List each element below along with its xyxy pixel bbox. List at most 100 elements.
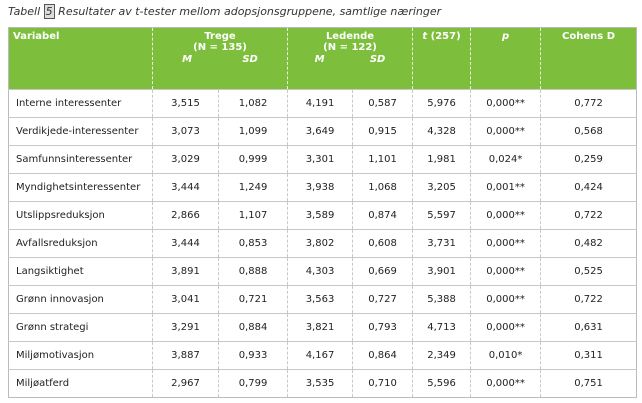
results-table: Variabel Trege (N = 135) M SD Ledende (N = 122… [8,27,638,398]
cell: 0,568 [540,117,637,146]
cell: 0,024* [470,145,541,174]
cell: 3,731 [412,229,471,258]
cell: 3,073 [152,117,219,146]
header-group: Ledende (N = 122) M SD [287,27,413,90]
variable-cell: Grønn innovasjon [8,285,153,314]
table-row: Avfallsreduksjon 3,444 0,853 3,802 0,608 3,73… [8,229,637,258]
variable-cell: Verdikjede-interessenter [8,117,153,146]
cell: 0,669 [352,257,413,286]
cell: 2,866 [152,201,219,230]
group-sub: M SD [292,54,408,65]
cell: 2,967 [152,369,219,398]
cell: 0,010* [470,341,541,370]
cell: 3,041 [152,285,219,314]
cell: 0,000** [470,369,541,398]
cell: 0,772 [540,89,637,118]
table-row: Verdikjede-interessenter 3,073 1,099 3,649 0… [8,117,637,146]
t-df: (257) [430,31,461,42]
caption: Tabell 5 Resultater av t-tester mellom a… [8,4,442,19]
sub-label: SD [242,54,258,65]
table-header: Variabel Trege (N = 135) M SD Ledende (N = 122… [8,27,637,90]
cell: 4,328 [412,117,471,146]
cell: 0,000** [470,201,541,230]
variable-cell: Miljøatferd [8,369,153,398]
cell: 0,727 [352,285,413,314]
cell: 0,000** [470,285,541,314]
cell: 0,525 [540,257,637,286]
cell: 0,933 [217,341,288,370]
sub-label: M [314,54,325,65]
cell: 0,722 [540,201,637,230]
variable-cell: Miljømotivasjon [8,341,153,370]
variable-cell: Utslippsreduksjon [8,201,153,230]
variable-cell: Interne interessenter [8,89,153,118]
group-n: (N = 122) [323,42,377,53]
table-row: Grønn innovasjon 3,041 0,721 3,563 0,727 5,38… [8,285,637,314]
cell: 5,597 [412,201,471,230]
cell: 0,482 [540,229,637,258]
cell: 0,311 [540,341,637,370]
cell: 3,515 [152,89,219,118]
variable-cell: Avfallsreduksjon [8,229,153,258]
cell: 1,107 [217,201,288,230]
cell: 1,981 [412,145,471,174]
cell: 0,710 [352,369,413,398]
cell: 4,191 [287,89,353,118]
header-cohens-d: Cohens D [540,27,637,90]
cell: 1,101 [352,145,413,174]
cell: 3,029 [152,145,219,174]
cell: 0,587 [352,89,413,118]
group-name: Trege [204,31,236,42]
cell: 4,713 [412,313,471,342]
cell: 3,444 [152,173,219,202]
cell: 1,099 [217,117,288,146]
table-row: Miljømotivasjon 3,887 0,933 4,167 0,864 2,349… [8,341,637,370]
cell: 5,976 [412,89,471,118]
cell: 0,001** [470,173,541,202]
table-body: Interne interessenter 3,515 1,082 4,191 0,58… [8,89,637,398]
cell: 3,649 [287,117,353,146]
header-group: Trege (N = 135) M SD [151,27,288,90]
cell: 3,205 [412,173,471,202]
group-n: (N = 135) [193,42,247,53]
cell: 3,821 [287,313,353,342]
caption-text: Resultater av t-tester mellom adopsjonsg… [58,5,442,18]
cell: 0,000** [470,257,541,286]
cell: 0,000** [470,89,541,118]
table-row: Grønn strategi 3,291 0,884 3,821 0,793 4,713 0… [8,313,637,342]
cell: 5,596 [412,369,471,398]
cell: 0,915 [352,117,413,146]
cell: 3,589 [287,201,353,230]
table-row: Interne interessenter 3,515 1,082 4,191 0,58… [8,89,637,118]
sub-label: M [182,54,193,65]
group-name: Ledende [325,31,375,42]
variable-cell: Myndighetsinteressenter [8,173,153,202]
cell: 0,853 [217,229,288,258]
caption-number: 5 [43,4,55,19]
cell: 0,721 [217,285,288,314]
cell: 5,388 [412,285,471,314]
table-row: Miljøatferd 2,967 0,799 3,535 0,710 5,596 0,00… [8,369,637,398]
cell: 1,249 [217,173,288,202]
cell: 0,874 [352,201,413,230]
cell: 0,424 [540,173,637,202]
variable-cell: Grønn strategi [8,313,153,342]
cell: 0,799 [217,369,288,398]
cell: 0,631 [540,313,637,342]
cell: 0,722 [540,285,637,314]
cell: 1,068 [352,173,413,202]
cell: 3,887 [152,341,219,370]
cell: 3,938 [287,173,353,202]
header-row: Variabel Trege (N = 135) M SD Ledende (N = 122… [8,27,637,90]
cell: 0,608 [352,229,413,258]
variable-cell: Samfunnsinteressenter [8,145,153,174]
cell: 3,444 [152,229,219,258]
table-row: Myndighetsinteressenter 3,444 1,249 3,938 1,… [8,173,637,202]
cell: 4,167 [287,341,353,370]
cell: 0,751 [540,369,637,398]
group-sub: M SD [157,54,283,65]
table-row: Utslippsreduksjon 2,866 1,107 3,589 0,874 5,5… [8,201,637,230]
cell: 0,999 [217,145,288,174]
header-variable: Variabel [8,27,153,90]
